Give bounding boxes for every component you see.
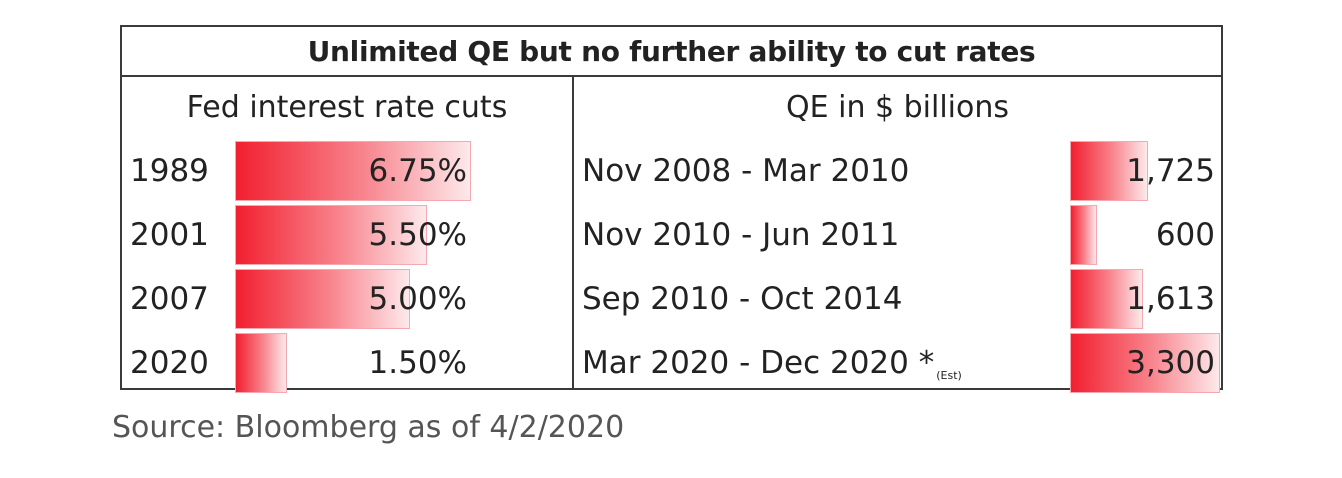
estimate-note: (Est) bbox=[936, 369, 962, 382]
qe-bar bbox=[1070, 269, 1143, 329]
rate-cut-value: 1.50% bbox=[368, 345, 467, 381]
column-divider bbox=[572, 77, 574, 388]
year-label: 2001 bbox=[130, 217, 209, 253]
qe-bar bbox=[1070, 141, 1148, 201]
qe-period: Mar 2020 - Dec 2020 * (Est) bbox=[582, 331, 962, 395]
rate-cut-value: 6.75% bbox=[368, 153, 467, 189]
rate-cut-bar bbox=[235, 141, 471, 201]
qe-period-label: Sep 2010 - Oct 2014 bbox=[582, 281, 903, 317]
year-label: 2020 bbox=[130, 345, 209, 381]
year-label: 2007 bbox=[130, 281, 209, 317]
table-row: 1989 6.75% Nov 2008 - Mar 2010 1,725 bbox=[122, 139, 1221, 203]
qe-period-label: Nov 2010 - Jun 2011 bbox=[582, 217, 900, 253]
qe-value: 3,300 bbox=[1126, 345, 1215, 381]
rate-cut-bar bbox=[235, 269, 410, 329]
qe-period: Sep 2010 - Oct 2014 bbox=[582, 267, 902, 331]
data-table: Unlimited QE but no further ability to c… bbox=[120, 25, 1223, 393]
rate-cut-value: 5.50% bbox=[368, 217, 467, 253]
qe-value: 600 bbox=[1155, 217, 1215, 253]
qe-period: Nov 2008 - Mar 2010 bbox=[582, 139, 909, 203]
qe-period-label: Nov 2008 - Mar 2010 bbox=[582, 153, 910, 189]
table-row: 2020 1.50% Mar 2020 - Dec 2020 * (Est) 3,300 bbox=[122, 331, 1221, 395]
qe-period-label: Mar 2020 - Dec 2020 * bbox=[582, 345, 935, 381]
qe-period: Nov 2010 - Jun 2011 bbox=[582, 203, 899, 267]
qe-bar bbox=[1070, 333, 1220, 393]
rate-cuts-header: Fed interest rate cuts bbox=[186, 89, 508, 125]
source-note: Source: Bloomberg as of 4/2/2020 bbox=[112, 410, 625, 445]
table-row: 2007 5.00% Sep 2010 - Oct 2014 1,613 bbox=[122, 267, 1221, 331]
title-row: Unlimited QE but no further ability to c… bbox=[122, 27, 1221, 77]
qe-value: 1,613 bbox=[1126, 281, 1215, 317]
qe-header: QE in $ billions bbox=[786, 89, 1009, 125]
table-row: 2001 5.50% Nov 2010 - Jun 2011 600 bbox=[122, 203, 1221, 267]
chart-title: Unlimited QE but no further ability to c… bbox=[307, 34, 1036, 68]
rate-cut-bar bbox=[235, 205, 427, 265]
year-label: 1989 bbox=[130, 153, 209, 189]
qe-bar bbox=[1070, 205, 1097, 265]
rate-cut-value: 5.00% bbox=[368, 281, 467, 317]
rate-cut-bar bbox=[235, 333, 287, 393]
qe-value: 1,725 bbox=[1126, 153, 1215, 189]
